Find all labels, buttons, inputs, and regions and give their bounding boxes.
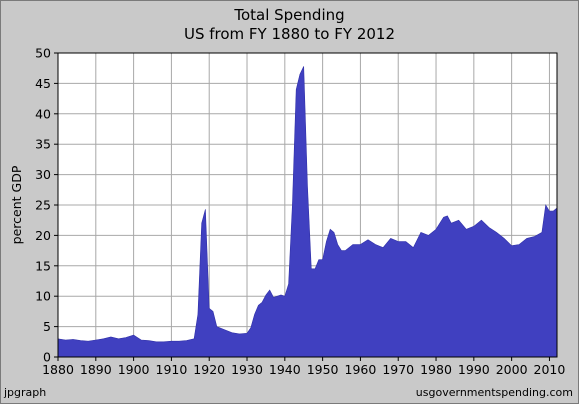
y-axis-label: percent GDP	[9, 165, 24, 244]
x-tick-label: 1890	[80, 362, 112, 377]
y-tick-label: 10	[35, 289, 51, 304]
y-tick-label: 25	[35, 198, 51, 213]
spending-area	[57, 66, 558, 358]
y-tick-label: 5	[43, 319, 51, 334]
y-tick-label: 35	[35, 137, 51, 152]
x-tick-label: 1940	[269, 362, 301, 377]
y-tick-label: 30	[35, 167, 51, 182]
y-tick-label: 20	[35, 228, 51, 243]
y-tick-label: 15	[35, 258, 51, 273]
x-tick-label: 1960	[345, 362, 377, 377]
x-tick-label: 1970	[382, 362, 414, 377]
x-tick-label: 2010	[534, 362, 566, 377]
y-tick-label: 0	[43, 350, 51, 365]
x-tick-label: 1980	[420, 362, 452, 377]
y-tick-label: 50	[35, 46, 51, 61]
x-tick-label: 1900	[118, 362, 150, 377]
x-tick-label: 1910	[156, 362, 188, 377]
x-tick-label: 1930	[231, 362, 263, 377]
credit-right: usgovernmentspending.com	[415, 386, 573, 399]
x-tick-label: 1990	[458, 362, 490, 377]
y-tick-label: 45	[35, 76, 51, 91]
x-tick-label: 1880	[42, 362, 74, 377]
credit-left: jpgraph	[4, 386, 47, 399]
x-tick-label: 2000	[496, 362, 528, 377]
chart-subtitle: US from FY 1880 to FY 2012	[183, 25, 395, 43]
x-tick-label: 1920	[193, 362, 225, 377]
x-tick-label: 1950	[307, 362, 339, 377]
chart-title: Total Spending	[234, 6, 345, 24]
y-tick-label: 40	[35, 106, 51, 121]
